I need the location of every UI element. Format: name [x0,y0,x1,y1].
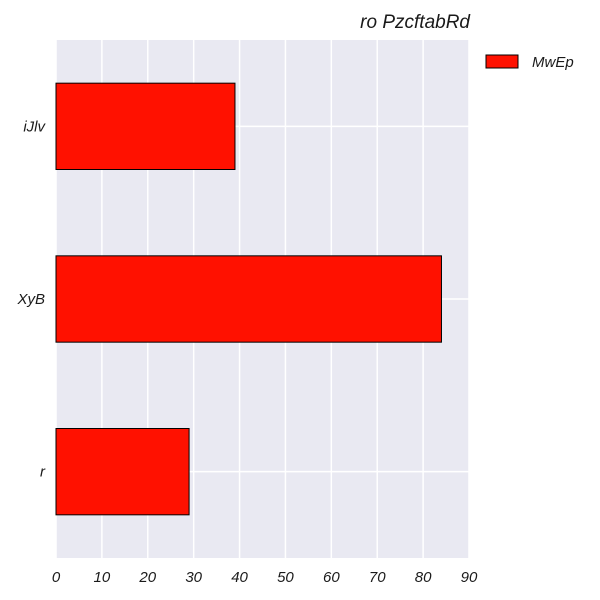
y-axis-ticks: iJlv XyB r [16,118,46,480]
x-tick-label-9: 90 [461,569,478,586]
legend-swatch [485,54,519,69]
x-tick-label-2: 20 [138,569,156,586]
x-tick-label-7: 70 [369,569,386,586]
bars [55,82,442,516]
x-tick-label-1: 10 [94,569,111,586]
bar-r [55,428,190,516]
x-tick-label-3: 30 [185,569,202,586]
y-tick-label-0: iJlv [23,118,46,135]
x-tick-label-8: 80 [415,569,432,586]
x-tick-label-6: 60 [323,569,340,586]
x-axis-ticks: 0 10 20 30 40 50 60 70 80 90 [52,569,478,586]
chart-title: ro PzcftabRd [360,12,471,33]
x-tick-label-5: 50 [277,569,294,586]
y-tick-label-2: r [40,464,46,481]
bar-iJlv [55,82,236,170]
x-tick-label-4: 40 [231,569,248,586]
x-tick-label-0: 0 [52,569,61,586]
legend-label: MwEp [532,54,574,71]
y-tick-label-1: XyB [16,291,45,308]
legend: MwEp [485,54,574,71]
bar-XyB [55,255,442,343]
